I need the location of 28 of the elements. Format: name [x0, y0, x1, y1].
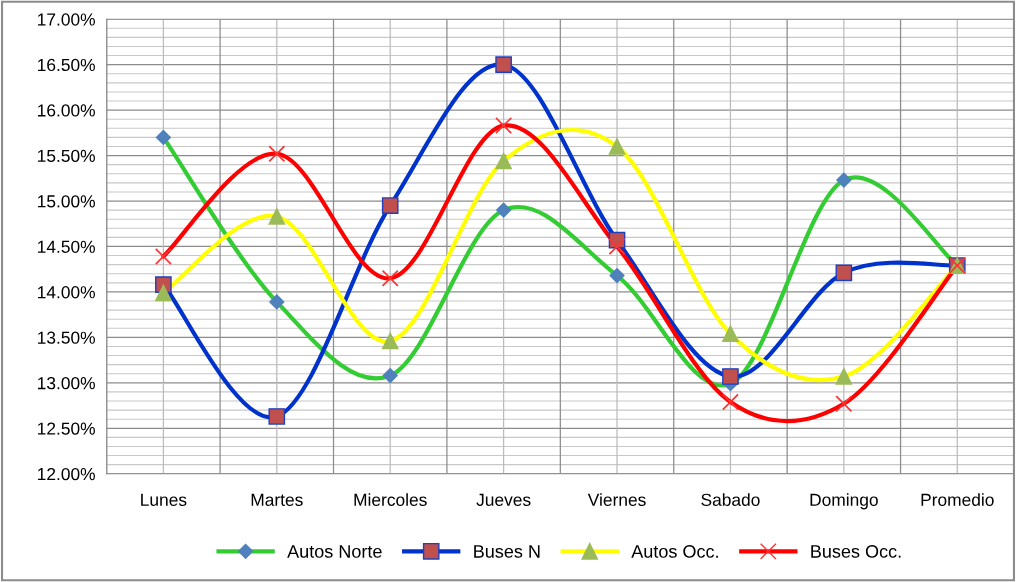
y-tick-label: 13.50%	[38, 331, 95, 344]
y-tick-label: 17.00%	[38, 13, 95, 26]
x-tick-label: Miercoles	[354, 493, 427, 506]
x-tick-label: Promedio	[921, 493, 994, 506]
point	[268, 408, 286, 425]
x-tick-label: Lunes	[141, 493, 187, 506]
point	[835, 264, 853, 282]
legend-label: Buses N	[474, 545, 540, 558]
point	[381, 197, 399, 214]
y-tick-label: 13.00%	[38, 377, 95, 390]
point	[722, 368, 739, 385]
y-tick-label: 14.50%	[38, 240, 95, 253]
x-tick-label: Sabado	[701, 493, 760, 506]
legend-label: Autos Occ.	[631, 545, 718, 558]
legend-label: Autos Norte	[287, 545, 382, 558]
x-tick-label: Viernes	[587, 493, 646, 506]
x-tick-label: Martes	[251, 493, 303, 506]
y-tick-label: 12.50%	[38, 422, 95, 435]
y-tick-label: 14.00%	[38, 286, 95, 299]
y-tick-label: 15.00%	[38, 195, 95, 208]
y-tick-label: 12.00%	[38, 467, 95, 481]
x-tick-label: Domingo	[810, 493, 878, 510]
y-tick-label: 16.50%	[38, 58, 95, 72]
point	[495, 56, 512, 73]
x-tick-label: Jueves	[476, 493, 531, 506]
legend-label: Buses Occ.	[811, 545, 901, 558]
y-tick-label: 16.00%	[38, 104, 95, 117]
y-tick-label: 15.50%	[38, 149, 95, 163]
